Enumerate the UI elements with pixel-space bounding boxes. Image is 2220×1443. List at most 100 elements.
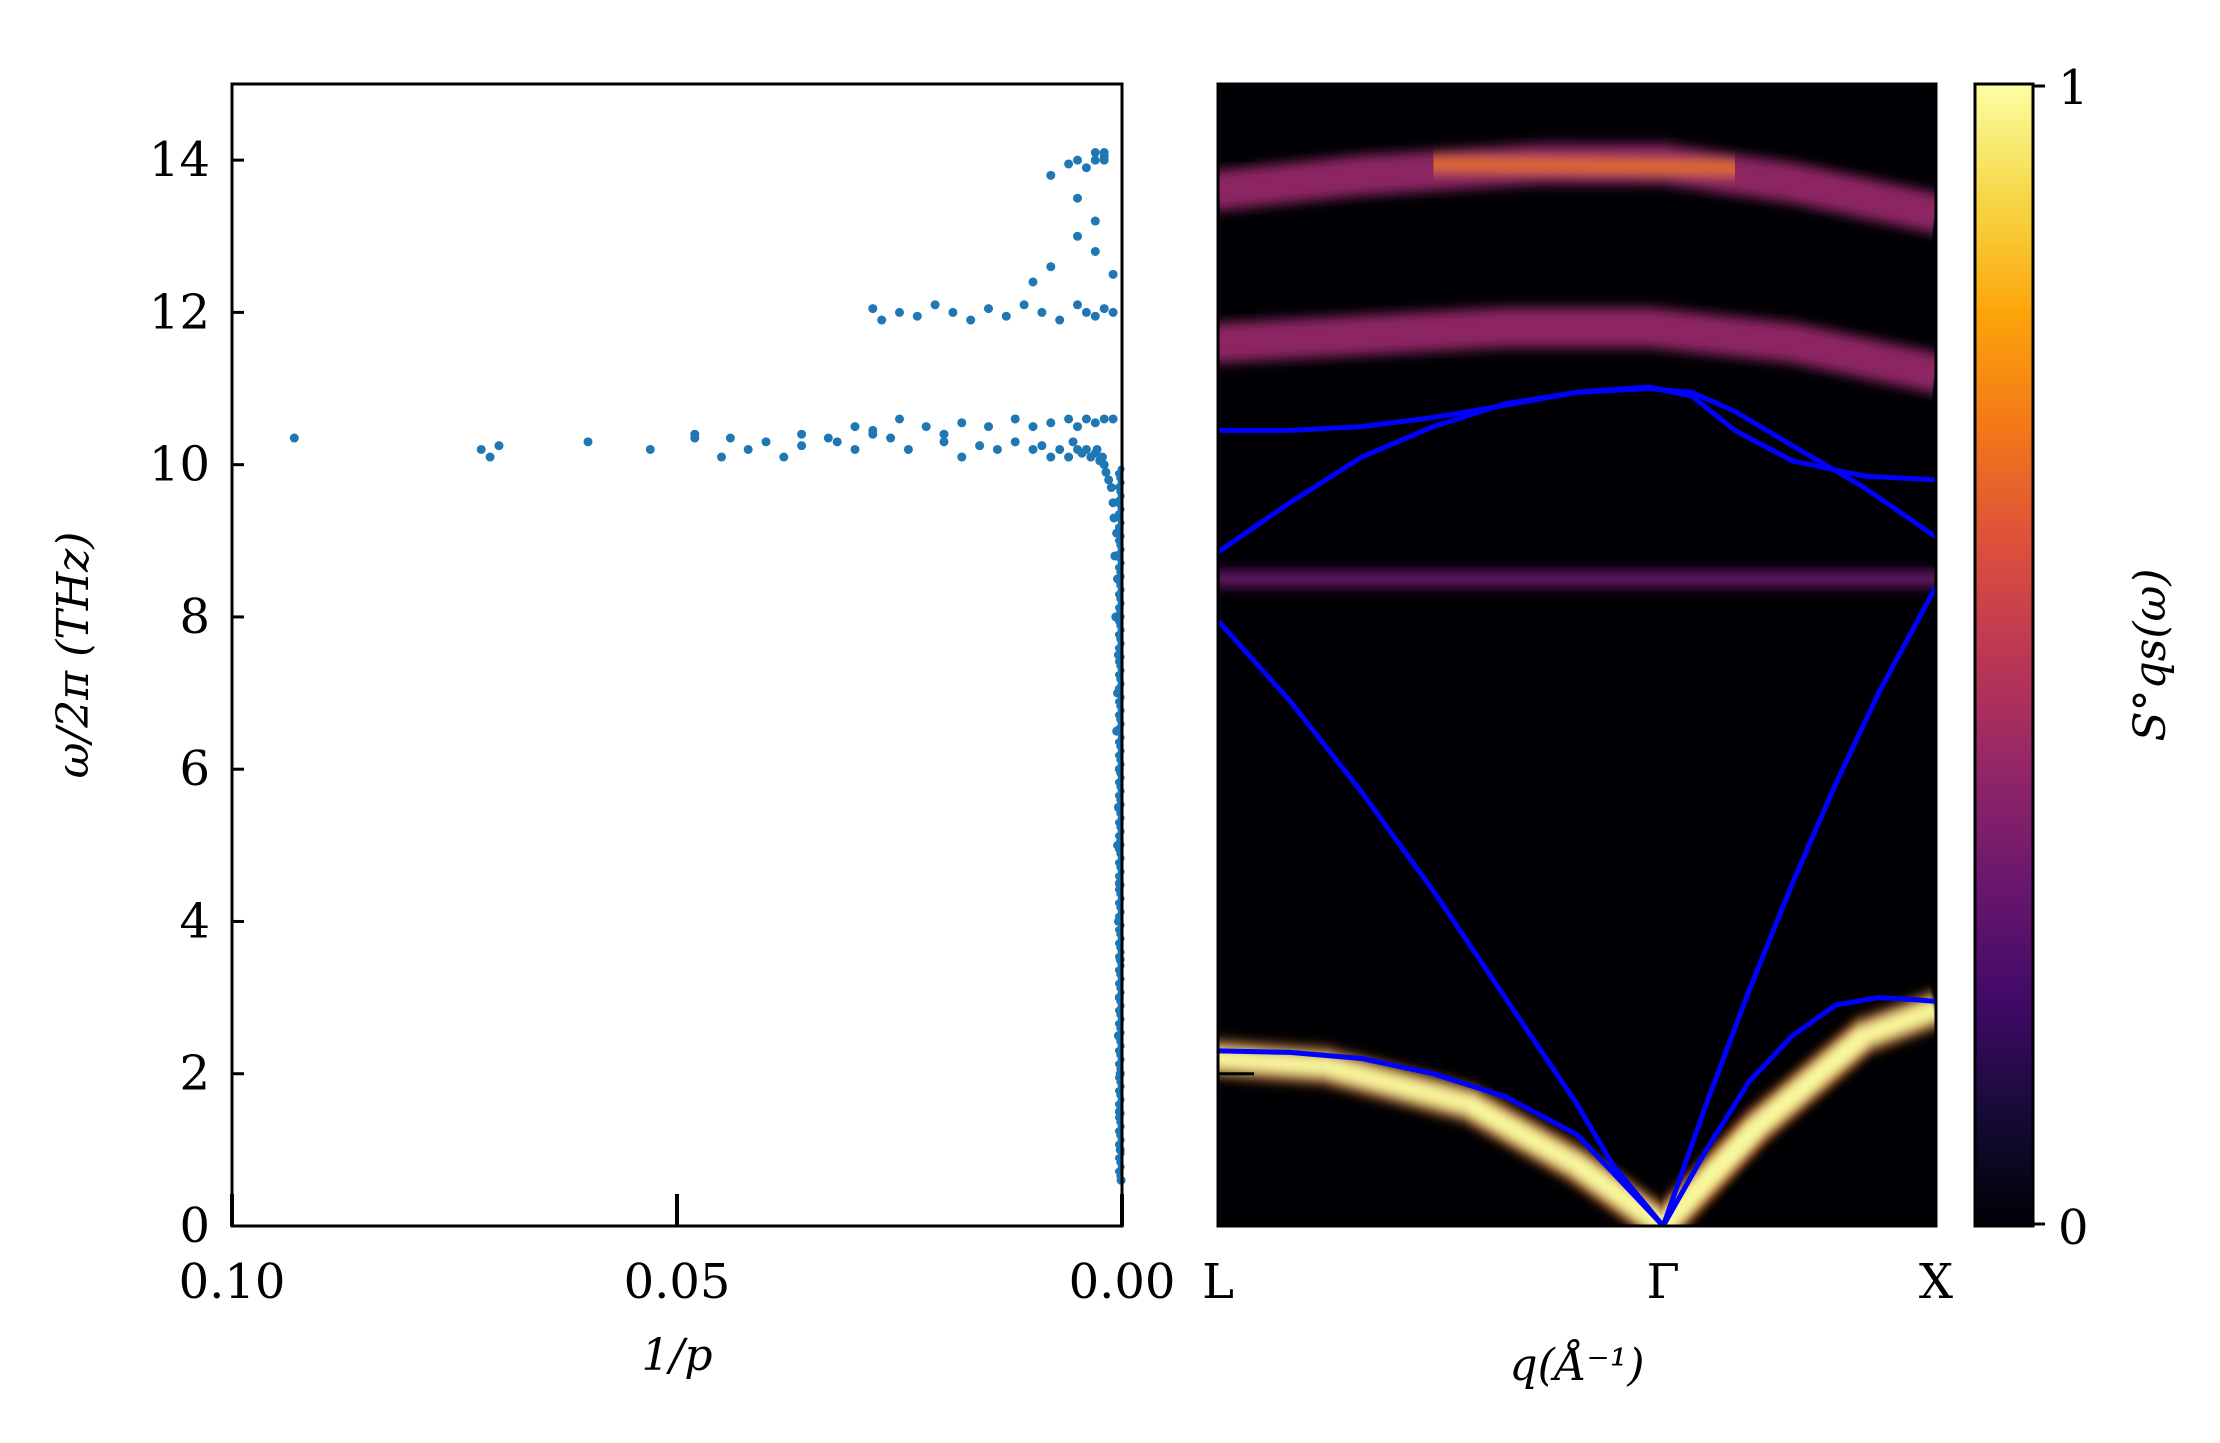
scatter-point [1073,193,1082,203]
scatter-point [1101,467,1111,477]
scatter-point [725,433,735,443]
scatter-point [1064,452,1074,462]
scatter-point [1055,315,1065,325]
scatter-point [1092,444,1102,454]
colorbar: 1 0 S°qs(ω) [1973,60,2176,1256]
scatter-point [717,452,726,462]
y-tick-label: 6 [179,741,210,797]
scatter-point [895,307,904,317]
scatter-point [948,307,958,317]
scatter-y-label: ω/2π (THz) [48,532,99,779]
heatmap-band-highlight [1433,156,1736,175]
scatter-point [583,437,593,447]
scatter-point [1037,441,1047,451]
scatter-point [1073,155,1082,165]
scatter-point [1099,414,1109,424]
scatter-point [868,425,878,435]
scatter-point [975,441,985,451]
y-tick-label: 4 [179,893,210,949]
scatter-point [1081,414,1091,424]
y-tick-label: 10 [149,437,210,493]
scatter-point [868,304,878,314]
y-tick-label: 2 [179,1046,210,1102]
colorbar-gradient [1973,82,2035,1228]
scatter-point [1081,163,1091,173]
scatter-point [1090,148,1100,158]
scatter-point [1028,277,1038,287]
x-tick-label: 0.05 [624,1254,731,1310]
scatter-point [1028,444,1038,454]
scatter-point [1099,304,1109,314]
scatter-point [1046,418,1056,428]
scatter-point [1104,475,1114,485]
scatter-point [761,437,771,447]
scatter-point [895,414,904,424]
scatter-point [797,441,807,451]
heatmap-y-ticks [1218,158,1254,1228]
scatter-point [1086,452,1096,462]
heatmap-background [1218,84,1936,1226]
scatter-x-ticks: 0.10 0.05 0.00 [179,1194,1175,1310]
scatter-point [1019,300,1029,310]
scatter-points [289,148,1126,1185]
x-tick-label: 0.10 [179,1254,286,1310]
scatter-point [939,437,949,447]
scatter-point [823,433,833,443]
scatter-point [1055,444,1065,454]
scatter-point [1064,159,1074,169]
heatmap-x-label: q(Å⁻¹) [1509,1338,1644,1391]
scatter-point [1108,307,1118,317]
scatter-point [1108,414,1118,424]
dispersion-line [1218,619,1666,1226]
scatter-point [984,422,993,432]
y-tick-label: 14 [149,132,210,188]
heatmap-bands [1218,143,1936,1226]
scatter-point [984,304,993,314]
scatter-point [1081,307,1091,317]
scatter-point [797,429,807,439]
scatter-point [1073,422,1082,432]
scatter-point [1090,216,1100,226]
heatmap-x-tick-label: L [1202,1254,1234,1310]
scatter-point [1073,300,1082,310]
y-tick-label: 0 [179,1198,210,1254]
scatter-point [494,441,504,451]
scatter-point [966,315,976,325]
dispersion-line [1218,384,1936,483]
scatter-point [930,300,940,310]
scatter-point [957,452,967,462]
heatmap-panel: L Γ X q(Å⁻¹) [1202,82,1953,1391]
scatter-point [1090,418,1100,428]
scatter-point [1028,422,1038,432]
scatter-point [832,437,842,447]
heatmap-x-tick-label: X [1919,1254,1953,1310]
scatter-point [850,422,860,432]
scatter-point [850,444,860,454]
scatter-point [1073,444,1082,454]
dispersion-line [1218,1048,1665,1226]
dispersion-lines [1218,384,1936,1226]
heatmap-axes-frame [1216,82,1938,1228]
scatter-axes-frame [230,82,1124,1228]
scatter-point [1073,231,1082,241]
scatter-point [1099,148,1109,158]
scatter-point [289,433,299,443]
scatter-point [1097,452,1107,462]
scatter-point [1001,311,1011,321]
scatter-point [1064,414,1074,424]
colorbar-label: S°qs(ω) [2125,568,2176,741]
scatter-point [912,311,922,321]
scatter-panel: 0 2 4 6 8 10 12 14 0.10 0.05 0.00 1/p ω/2π (THz) [48,82,1175,1381]
scatter-point [690,429,700,439]
scatter-point [1090,155,1100,165]
scatter-point [1037,307,1047,317]
scatter-point [886,433,896,443]
scatter-point [903,444,913,454]
scatter-point [485,452,495,462]
heatmap-x-tick-label: Γ [1647,1254,1680,1310]
dispersion-line [1660,995,1936,1226]
scatter-point [1046,170,1056,180]
scatter-point [645,444,655,454]
